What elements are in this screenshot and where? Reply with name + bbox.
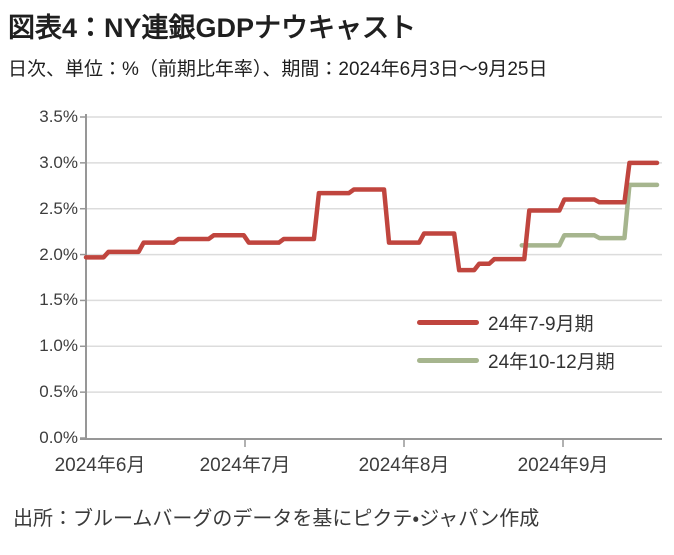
legend-item-q4: 24年10-12月期: [417, 341, 615, 379]
x-axis-tick-label: 2024年8月: [358, 455, 450, 476]
legend-line-green: [417, 357, 479, 363]
chart-title: 図表4：NY連銀GDPナウキャスト: [8, 13, 417, 43]
y-axis-tick-label: 2.0%: [39, 244, 78, 264]
chart-legend: 24年7-9月期 24年10-12月期: [417, 303, 615, 379]
x-axis-tick-label: 2024年7月: [199, 455, 291, 476]
y-axis-tick-label: 3.5%: [39, 107, 78, 126]
y-axis-tick-label: 0.5%: [39, 382, 78, 402]
source-note: 出所：ブルームバーグのデータを基にピクテ・ジャパン作成: [13, 508, 540, 530]
chart-subtitle: 日次、単位：%（前期比年率）、期間：2024年6月3日～9月25日: [8, 59, 548, 80]
legend-label-q3: 24年7-9月期: [488, 313, 594, 335]
y-axis-tick-label: 3.0%: [39, 152, 78, 172]
y-axis-tick-label: 1.5%: [39, 290, 78, 310]
legend-line-red: [417, 319, 479, 325]
y-axis-tick-label: 1.0%: [39, 336, 78, 356]
x-axis-tick-label: 2024年9月: [517, 455, 609, 476]
x-axis-tick-label: 2024年6月: [54, 455, 146, 476]
y-axis-tick-label: 0.0%: [39, 428, 78, 447]
legend-label-q4: 24年10-12月期: [488, 351, 615, 373]
legend-item-q3: 24年7-9月期: [417, 303, 615, 341]
y-axis-tick-label: 2.5%: [39, 198, 78, 218]
